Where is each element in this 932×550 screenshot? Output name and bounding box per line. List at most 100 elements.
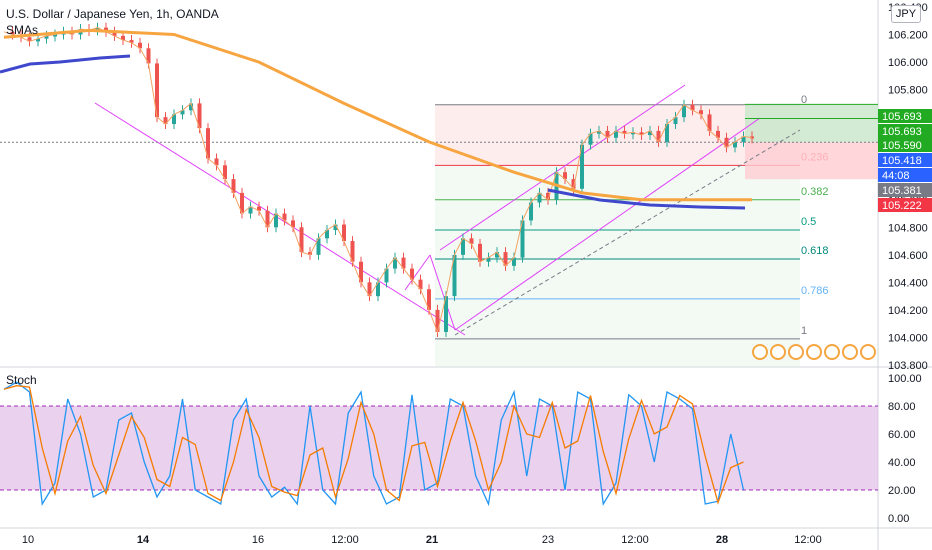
channel-line [454, 117, 761, 331]
candle-body [724, 137, 729, 148]
candle-body [240, 192, 244, 214]
x-tick-label: 16 [252, 534, 264, 546]
event-icon [842, 344, 858, 360]
candle-body [648, 130, 652, 136]
channel-line [439, 84, 686, 251]
candle-body [172, 114, 176, 125]
candle-body [299, 227, 304, 253]
sma-slow-line [3, 28, 752, 202]
candle-body [316, 238, 321, 255]
candle-body [214, 158, 219, 166]
candle-body [410, 268, 414, 280]
candle-body [342, 224, 346, 242]
candle-body [682, 104, 686, 118]
candle-body [614, 130, 618, 138]
x-tick-label: 12:00 [331, 534, 359, 546]
candle-body [588, 133, 593, 145]
fib-level-label: 1 [801, 325, 807, 337]
x-tick-label: 23 [542, 534, 554, 546]
price-label: 105.222 [882, 200, 922, 212]
stoch-label: Stoch [6, 373, 37, 387]
fib-level-label: 0 [801, 94, 807, 106]
candle-body [333, 224, 338, 231]
candle-body [197, 103, 202, 129]
candle-body [435, 309, 440, 332]
price-label-bg [878, 109, 932, 123]
price-label: 105.418 [882, 155, 922, 167]
sma-mid-line [547, 188, 746, 210]
fib-level-label: 0.786 [801, 285, 829, 297]
candle-body [537, 192, 542, 203]
price-label-bg [878, 138, 932, 152]
candle-body [308, 252, 312, 255]
y-tick-label: 106.200 [888, 30, 928, 42]
candle-body [27, 37, 32, 42]
x-tick-label: 21 [426, 534, 438, 546]
candle-body [104, 27, 108, 32]
fib-level-label: 0.382 [801, 186, 829, 198]
currency-badge[interactable]: JPY [891, 5, 921, 23]
candle-body [223, 165, 227, 180]
y-tick-label: 104.400 [888, 277, 928, 289]
candle-body [291, 220, 295, 228]
candle-body [520, 220, 525, 258]
y-tick-label: 104.600 [888, 250, 928, 262]
indicator-label: SMAs [6, 23, 39, 37]
position-profit-zone [745, 104, 878, 143]
x-tick-label: 10 [22, 534, 34, 546]
candle-body [53, 34, 57, 37]
price-label: 105.693 [882, 111, 922, 123]
event-icon [788, 344, 804, 360]
candle-body [605, 130, 610, 138]
candle-body [716, 130, 720, 138]
stoch-y-tick: 100.00 [888, 373, 922, 385]
candle-body [469, 238, 474, 244]
candle-body [452, 254, 457, 297]
candle-body [707, 114, 712, 131]
sma-mid-line-left [0, 54, 131, 74]
event-icon [860, 344, 876, 360]
price-label: 105.693 [882, 126, 922, 138]
stoch-y-tick: 40.00 [888, 457, 916, 469]
candle-body [138, 42, 142, 49]
candle-body [231, 179, 236, 193]
candle-body [265, 210, 270, 228]
candle-body [155, 63, 159, 118]
price-label-bg [878, 168, 932, 182]
event-icon [770, 344, 786, 360]
candle-body [36, 38, 40, 42]
sma-fast-line [3, 27, 753, 334]
candle-body [189, 103, 193, 111]
candle-body [359, 261, 363, 283]
candle-body [248, 206, 253, 214]
candle-body [393, 257, 397, 269]
candle-body [580, 144, 584, 189]
candle-body [257, 206, 261, 211]
candle-body [486, 257, 491, 262]
candle-body [384, 268, 389, 283]
candle-body [44, 35, 49, 39]
candle-body [325, 230, 329, 239]
position-loss-zone [745, 142, 878, 180]
price-label-bg [878, 198, 932, 212]
chart-title: U.S. Dollar / Japanese Yen, 1h, OANDA [6, 7, 219, 21]
candle-body [699, 110, 703, 115]
price-label-bg [878, 153, 932, 167]
y-tick-label: 103.800 [888, 360, 928, 372]
y-tick-label: 104.800 [888, 222, 928, 234]
candle-body [563, 172, 567, 180]
candle-body [10, 31, 15, 35]
candle-body [733, 141, 737, 148]
candle-body [529, 202, 533, 221]
candle-body [622, 130, 627, 134]
price-label: 105.381 [882, 185, 922, 197]
y-tick-label: 104.200 [888, 305, 928, 317]
candle-body [129, 40, 134, 43]
candle-body [665, 124, 669, 142]
price-label-bg [878, 124, 932, 138]
candle-body [282, 213, 287, 221]
channel-line [404, 254, 431, 291]
candle-body [503, 252, 508, 266]
candle-body [673, 117, 678, 125]
candle-body [639, 132, 644, 136]
